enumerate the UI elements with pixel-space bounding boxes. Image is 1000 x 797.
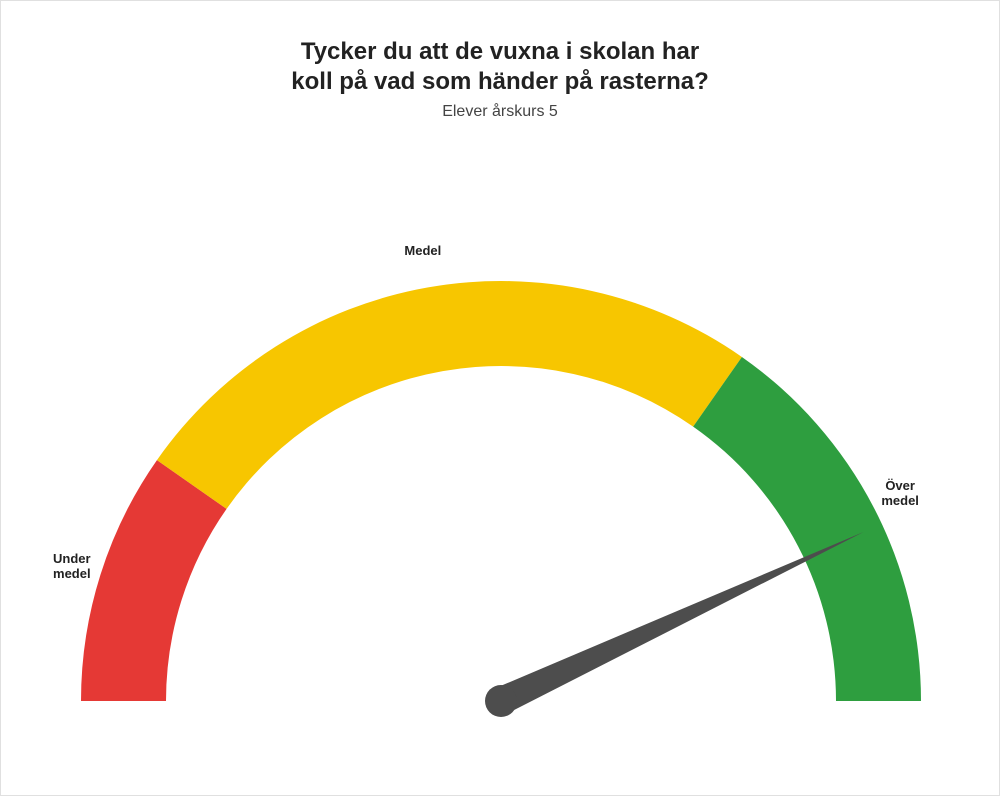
gauge-hub [485, 685, 517, 717]
gauge-label-over_medel: Över medel [860, 479, 940, 509]
gauge-chart [1, 1, 1000, 797]
gauge-segment-over_medel [693, 357, 921, 701]
gauge-label-medel: Medel [383, 244, 463, 259]
chart-frame: Tycker du att de vuxna i skolan har koll… [0, 0, 1000, 796]
gauge-needle [495, 532, 863, 714]
gauge-label-under_medel: Under medel [32, 552, 112, 582]
gauge-segment-medel [157, 281, 742, 509]
